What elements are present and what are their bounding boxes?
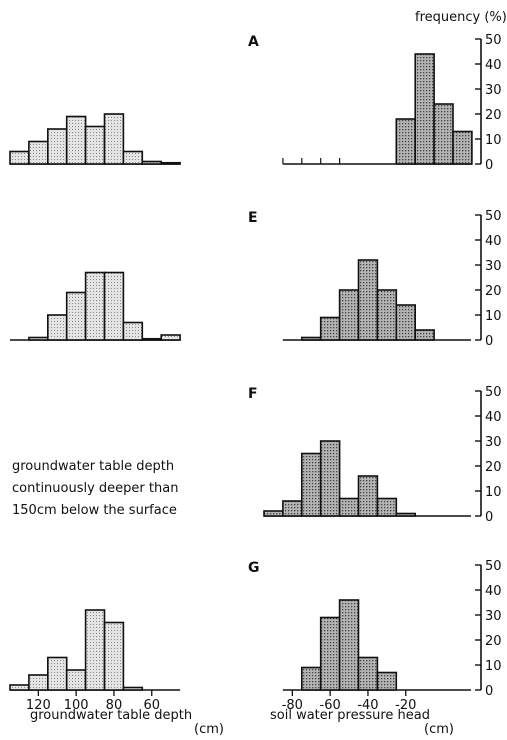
gw-bar: [28, 336, 49, 341]
gw-bar: [84, 271, 106, 341]
gw-bar: [160, 161, 181, 165]
gw-bar: [103, 271, 125, 341]
y-tick-label: 40: [485, 584, 502, 599]
pressure-bar: [357, 475, 379, 517]
gw-tick-label: 120: [26, 698, 51, 713]
pressure-bar: [300, 336, 322, 341]
y-tick-label: 30: [485, 609, 502, 624]
y-tick-label: 0: [485, 334, 493, 349]
gw-bar: [84, 125, 106, 165]
panel-label: F: [248, 386, 258, 402]
pressure-bar: [300, 452, 322, 517]
gw-bar: [46, 314, 68, 341]
pressure-bar: [357, 259, 379, 341]
pressure-tick-label: -60: [320, 698, 341, 713]
pressure-bar: [414, 53, 435, 165]
panel-label: E: [248, 210, 258, 226]
y-tick-label: 50: [485, 559, 502, 574]
gw-bar: [65, 115, 87, 165]
y-tick-label: 20: [485, 108, 502, 123]
pressure-bar: [376, 671, 398, 691]
pressure-tick-label: -40: [357, 698, 378, 713]
pressure-bar: [376, 497, 398, 517]
y-tick-label: 30: [485, 259, 502, 274]
pressure-bar: [300, 666, 322, 691]
pressure-bar: [452, 130, 473, 165]
y-tick-label: 20: [485, 284, 502, 299]
frequency-label: frequency (%): [415, 10, 507, 25]
gw-bar: [122, 686, 144, 691]
y-tick-label: 0: [485, 158, 493, 173]
panels-group: A 0 10 20 30 40 50 E 0 10 20 30 40 50 F 0 10 20 30 40 50 grou…: [9, 33, 502, 713]
y-tick-label: 50: [485, 385, 502, 400]
pressure-bar: [395, 304, 416, 341]
gw-bar: [103, 113, 125, 165]
gw-bar: [46, 128, 68, 165]
gw-tick-label: 80: [106, 698, 123, 713]
gw-bar: [9, 150, 30, 165]
y-tick-label: 20: [485, 634, 502, 649]
gw-bar: [141, 337, 163, 341]
gw-bar: [28, 140, 49, 165]
pressure-bar: [357, 656, 379, 691]
gw-bar: [103, 621, 125, 691]
gw-bar: [9, 684, 30, 691]
panel-label: G: [248, 560, 260, 576]
gw-bar: [84, 609, 106, 691]
y-tick-label: 10: [485, 133, 502, 148]
pressure-tick-label: -80: [282, 698, 303, 713]
panel-e: E 0 10 20 30 40 50: [10, 209, 502, 349]
pressure-bar: [319, 440, 341, 517]
panel-label: A: [248, 34, 259, 50]
gw-bar: [28, 674, 49, 691]
gw-bar: [141, 160, 163, 165]
y-tick-label: 30: [485, 435, 502, 450]
groundwater-axis-unit: (cm): [194, 722, 224, 737]
y-tick-label: 40: [485, 234, 502, 249]
pressure-bar: [395, 118, 416, 165]
y-tick-label: 10: [485, 659, 502, 674]
y-tick-label: 10: [485, 309, 502, 324]
y-tick-label: 10: [485, 485, 502, 500]
panel-f: F 0 10 20 30 40 50 groundwater table depth conti…: [12, 385, 502, 525]
pressure-axis-unit: (cm): [424, 722, 454, 737]
pressure-bar: [395, 512, 416, 517]
gw-tick-label: 100: [64, 698, 89, 713]
pressure-bar: [319, 316, 341, 341]
pressure-bar: [338, 497, 360, 517]
panel-a: A 0 10 20 30 40 50: [9, 33, 502, 173]
gw-tick-label: 60: [143, 698, 160, 713]
gw-bar: [122, 321, 144, 341]
y-tick-label: 20: [485, 460, 502, 475]
pressure-tick-label: -20: [395, 698, 416, 713]
note-line: continuously deeper than: [12, 481, 178, 496]
y-tick-label: 50: [485, 33, 502, 48]
pressure-bar: [263, 510, 284, 517]
y-tick-label: 0: [485, 684, 493, 699]
pressure-bar: [414, 329, 435, 341]
pressure-axis-title: soil water pressure head: [270, 708, 430, 723]
pressure-bar: [319, 616, 341, 691]
pressure-bar: [282, 500, 303, 517]
pressure-bar: [338, 289, 360, 341]
gw-bar: [122, 150, 144, 165]
groundwater-axis-title: groundwater table depth: [30, 708, 192, 723]
gw-bar: [46, 656, 68, 691]
pressure-bar: [376, 289, 398, 341]
gw-bar: [65, 291, 87, 341]
y-tick-label: 50: [485, 209, 502, 224]
note-line: 150cm below the surface: [12, 503, 177, 518]
y-tick-label: 0: [485, 510, 493, 525]
pressure-bar: [433, 103, 454, 165]
y-tick-label: 40: [485, 58, 502, 73]
y-tick-label: 40: [485, 410, 502, 425]
note-line: groundwater table depth: [12, 459, 174, 474]
y-tick-label: 30: [485, 83, 502, 98]
gw-bar: [65, 669, 87, 691]
gw-bar: [160, 334, 181, 341]
panel-g: G 0 10 20 30 40 50: [9, 559, 502, 699]
pressure-bar: [338, 599, 360, 691]
